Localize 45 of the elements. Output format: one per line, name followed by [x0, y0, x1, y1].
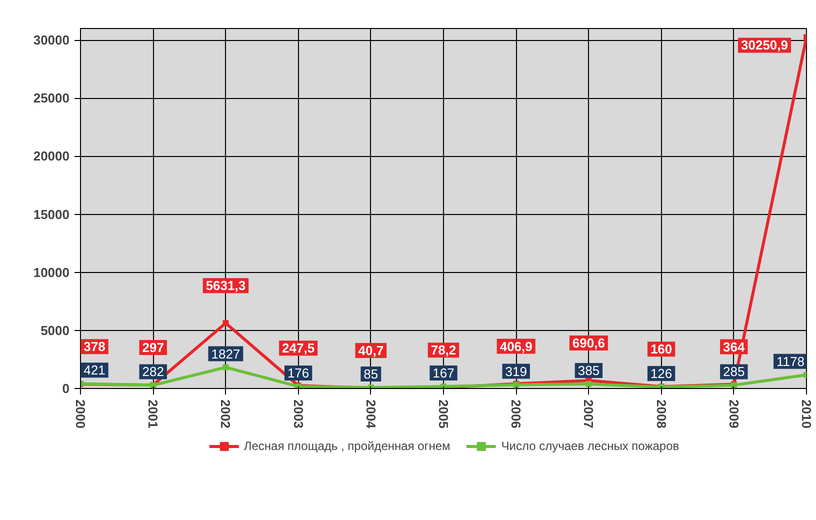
data-label: 167 — [432, 366, 454, 381]
y-tick-label: 25000 — [33, 90, 70, 106]
data-label: 126 — [650, 366, 672, 382]
x-tick-label: 2007 — [581, 400, 596, 428]
data-label: 85 — [364, 366, 378, 382]
data-label: 297 — [142, 340, 164, 356]
data-label: 1827 — [211, 346, 240, 362]
x-tick-label: 2009 — [726, 400, 742, 428]
y-tick-label: 15000 — [33, 206, 70, 222]
data-label: 421 — [84, 362, 106, 378]
x-tick-label: 2001 — [146, 400, 161, 428]
data-label: 690,6 — [572, 335, 605, 350]
x-tick-label: 2005 — [436, 400, 451, 428]
y-tick-label: 30000 — [33, 32, 70, 48]
data-label: 282 — [142, 364, 164, 380]
point — [222, 320, 229, 326]
data-label: 247,5 — [282, 340, 315, 356]
legend-label: Число случаев лесных пожаров — [501, 439, 680, 453]
data-label: 78,2 — [430, 342, 456, 358]
x-tick-label: 2003 — [290, 400, 306, 428]
data-label: 378 — [84, 339, 106, 354]
y-tick-label: 20000 — [33, 148, 70, 164]
data-label: 285 — [723, 364, 745, 380]
x-tick-label: 2004 — [363, 400, 378, 430]
data-label: 30250,9 — [741, 38, 788, 53]
x-tick-label: 2010 — [799, 400, 814, 428]
point — [586, 381, 592, 388]
data-label: 5631,3 — [206, 278, 246, 294]
y-tick-label: 5000 — [40, 322, 70, 338]
x-tick-label: 2000 — [73, 400, 88, 428]
data-label: 160 — [650, 342, 672, 357]
data-label: 319 — [505, 364, 527, 379]
data-label: 364 — [723, 339, 746, 354]
x-tick-label: 2008 — [654, 400, 669, 428]
point — [222, 364, 229, 370]
legend-label: Лесная площадь , пройденная огнем — [244, 439, 450, 453]
y-tick-label: 0 — [62, 381, 70, 396]
data-label: 406,9 — [500, 338, 532, 354]
y-tick-label: 10000 — [33, 264, 70, 280]
data-label: 40,7 — [358, 343, 384, 358]
x-tick-label: 2002 — [218, 400, 234, 428]
data-label: 385 — [578, 363, 600, 378]
x-tick-label: 2006 — [508, 400, 524, 428]
data-label: 1178 — [776, 354, 804, 369]
data-label: 176 — [287, 365, 310, 380]
